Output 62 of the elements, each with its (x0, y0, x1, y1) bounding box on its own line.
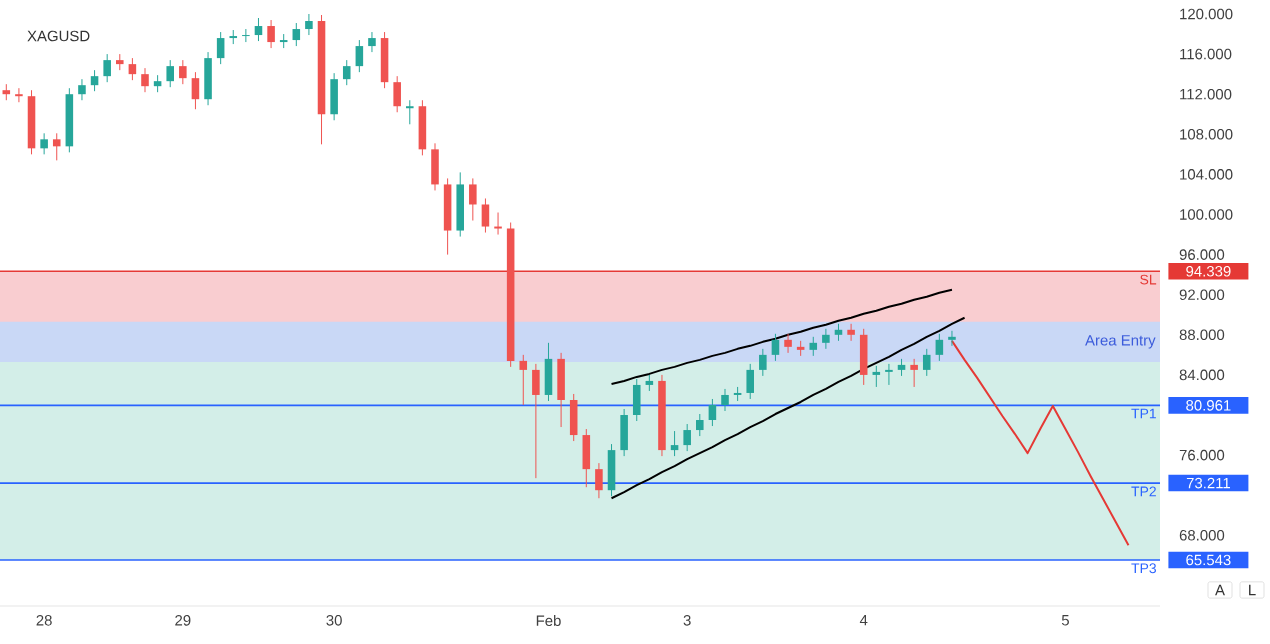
candlestick (544, 342, 553, 402)
candlestick (569, 393, 578, 442)
candlestick (128, 57, 137, 81)
candlestick (330, 72, 338, 121)
candlestick (632, 378, 641, 422)
candlestick (670, 430, 679, 457)
candlestick (469, 177, 477, 222)
candlestick (380, 31, 389, 89)
candlestick (859, 328, 868, 386)
candlestick (607, 443, 616, 497)
candlestick (885, 363, 893, 386)
candlestick (620, 408, 628, 457)
candlestick (191, 71, 200, 110)
candlestick (15, 87, 23, 103)
candlestick (292, 22, 301, 47)
candlestick (179, 59, 187, 85)
candlestick (443, 177, 452, 256)
candlestick (696, 413, 704, 437)
candlestick (822, 328, 830, 350)
candlestick (305, 13, 313, 36)
candlestick (746, 363, 755, 400)
candlestick (582, 428, 591, 488)
candlestick (481, 197, 490, 234)
candlestick (368, 31, 376, 53)
candlestick (406, 99, 414, 125)
candlestick (494, 212, 502, 236)
candlestick (872, 365, 881, 388)
candlestick (393, 75, 401, 113)
candlestick (40, 132, 48, 155)
candlestick (922, 348, 931, 377)
candlestick (431, 142, 439, 191)
candlestick (254, 17, 263, 42)
candlestick (809, 336, 818, 357)
candlestick (342, 59, 351, 86)
candlestick (216, 31, 225, 65)
candlestick (683, 423, 691, 452)
candlestick (456, 171, 464, 238)
candlestick (721, 388, 729, 412)
candlestick (103, 53, 111, 83)
candlestick (519, 354, 528, 406)
candlestick (771, 333, 780, 362)
candlestick (935, 333, 944, 362)
candlestick (532, 363, 540, 479)
candlestick (355, 39, 364, 73)
candlestick (242, 28, 250, 43)
candlestick (759, 348, 767, 377)
candlestick (204, 51, 212, 106)
candlestick (166, 59, 174, 88)
candlestick (90, 69, 99, 92)
candlestick (784, 333, 792, 354)
candlestick (267, 19, 275, 49)
candlestick (52, 132, 61, 161)
line-series (610, 288, 953, 385)
candlestick (910, 358, 918, 388)
candlestick (948, 330, 956, 347)
candlestick (595, 462, 603, 499)
candlestick (708, 398, 717, 427)
candlestick (557, 352, 565, 428)
candlestick (847, 323, 855, 342)
candlestick (78, 78, 86, 101)
candlestick (418, 99, 427, 156)
candlestick (141, 67, 149, 93)
